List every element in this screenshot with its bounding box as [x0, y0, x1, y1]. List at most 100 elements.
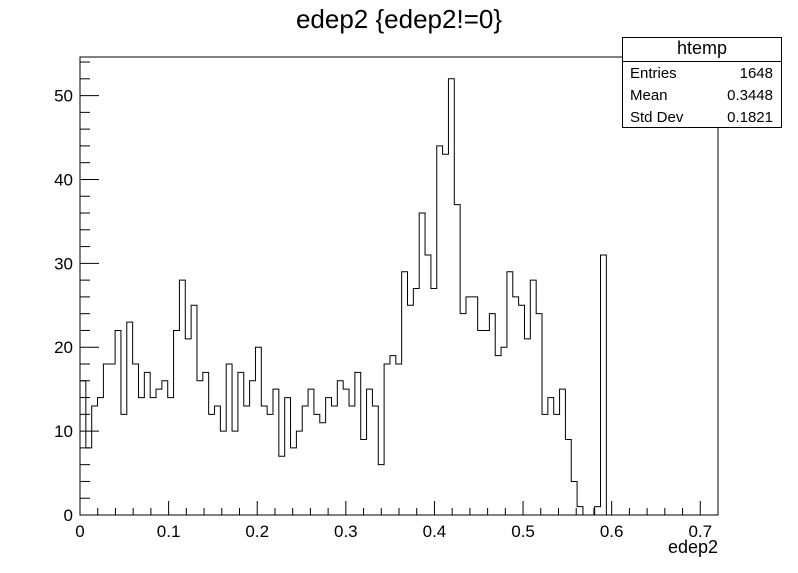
histogram-bin — [220, 431, 226, 515]
histogram-bin — [238, 372, 244, 515]
histogram-bin — [291, 448, 297, 515]
x-tick-label: 0.7 — [688, 522, 712, 541]
histogram-bin — [150, 398, 156, 515]
y-tick-label: 0 — [64, 506, 73, 525]
histogram-bin — [115, 330, 121, 515]
histogram-bin — [92, 406, 98, 515]
stats-label: Entries — [630, 65, 677, 82]
histogram-bin — [454, 205, 460, 515]
histogram-bin — [273, 389, 279, 515]
histogram-bin — [601, 255, 607, 515]
histogram-bin — [250, 381, 256, 515]
histogram-bin — [524, 339, 530, 515]
histogram-bin — [144, 372, 150, 515]
histogram-bin — [162, 381, 168, 515]
x-tick-label: 0 — [75, 522, 84, 541]
x-tick-label: 0.5 — [511, 522, 535, 541]
axis-ticks — [79, 61, 719, 516]
histogram-bin — [343, 389, 349, 515]
chart-title: edep2 {edep2!=0} — [295, 4, 503, 34]
x-tick-label: 0.4 — [423, 522, 447, 541]
histogram-bin — [577, 507, 583, 515]
histogram-bin — [326, 398, 332, 515]
stats-value: 1648 — [739, 65, 773, 82]
y-tick-label: 40 — [54, 170, 73, 189]
histogram-bin — [396, 364, 402, 515]
y-tick-label: 50 — [54, 87, 73, 106]
stats-box-name: htemp — [623, 38, 781, 62]
stats-value: 0.1821 — [727, 109, 773, 126]
histogram-bin — [261, 406, 267, 515]
histogram-bin — [174, 330, 180, 515]
histogram-bin — [179, 280, 185, 515]
histogram-bin — [372, 406, 378, 515]
histogram-bin — [80, 381, 86, 515]
x-tick-label: 0.6 — [600, 522, 624, 541]
histogram-bin — [542, 414, 548, 515]
histogram-bin — [501, 347, 507, 515]
histogram-bin — [138, 398, 144, 515]
stats-label: Std Dev — [630, 109, 684, 126]
histogram-bin — [331, 406, 337, 515]
histogram-bin — [109, 364, 115, 515]
histogram-bin — [367, 389, 373, 515]
histogram-bin — [571, 481, 577, 515]
histogram-bin — [98, 398, 104, 515]
y-tick-label: 20 — [54, 338, 73, 357]
histogram-bin — [267, 414, 273, 515]
histogram-bin — [185, 339, 191, 515]
histogram-bin — [390, 356, 396, 515]
histogram-bin — [513, 297, 519, 515]
histogram-bin — [232, 431, 238, 515]
histogram-bin — [489, 314, 495, 515]
histogram-bin — [156, 389, 162, 515]
histogram-bin — [595, 507, 601, 515]
histogram-bin — [402, 272, 408, 515]
histogram-bin — [191, 305, 197, 515]
histogram-bin — [560, 389, 566, 515]
histogram-bin — [554, 414, 560, 515]
histogram-bin — [197, 381, 203, 515]
histogram-bin — [279, 456, 285, 515]
histogram-bin — [103, 364, 109, 515]
histogram-bin — [443, 154, 449, 515]
histogram-bin — [314, 414, 320, 515]
histogram-bin — [355, 372, 361, 515]
histogram-bin — [425, 255, 431, 515]
histogram-bin — [127, 322, 133, 515]
histogram-bin — [548, 398, 554, 515]
histogram-bin — [495, 356, 501, 515]
histogram-bin — [308, 389, 314, 515]
histogram-bin — [460, 314, 466, 515]
histogram-bin — [478, 330, 484, 515]
histogram-bin — [349, 406, 355, 515]
histogram-outline — [79, 78, 613, 516]
histogram-bin — [408, 305, 414, 515]
histogram-bin — [466, 297, 472, 515]
histogram-bin — [565, 440, 571, 515]
histogram-bin — [285, 398, 291, 515]
histogram-bin — [302, 406, 308, 515]
histogram-bin — [86, 448, 92, 515]
histogram-bin — [133, 364, 139, 515]
x-tick-label: 0.3 — [334, 522, 358, 541]
histogram-bin — [215, 406, 221, 515]
x-tick-label: 0.1 — [157, 522, 181, 541]
stats-row-stddev: Std Dev 0.1821 — [623, 106, 781, 128]
histogram-bin — [519, 305, 525, 515]
histogram-bin — [419, 213, 425, 515]
histogram-bin — [378, 465, 384, 515]
histogram-bin — [507, 272, 513, 515]
stats-row-mean: Mean 0.3448 — [623, 84, 781, 106]
histogram-bin — [121, 414, 127, 515]
histogram-bin — [437, 146, 443, 515]
histogram-bin — [209, 414, 215, 515]
histogram-bin — [484, 330, 490, 515]
x-tick-label: 0.2 — [245, 522, 269, 541]
stats-box: htemp Entries 1648 Mean 0.3448 Std Dev 0… — [622, 37, 782, 128]
y-tick-label: 30 — [54, 254, 73, 273]
histogram-bin — [472, 297, 478, 515]
histogram-bin — [320, 423, 326, 515]
histogram-bin — [255, 347, 261, 515]
